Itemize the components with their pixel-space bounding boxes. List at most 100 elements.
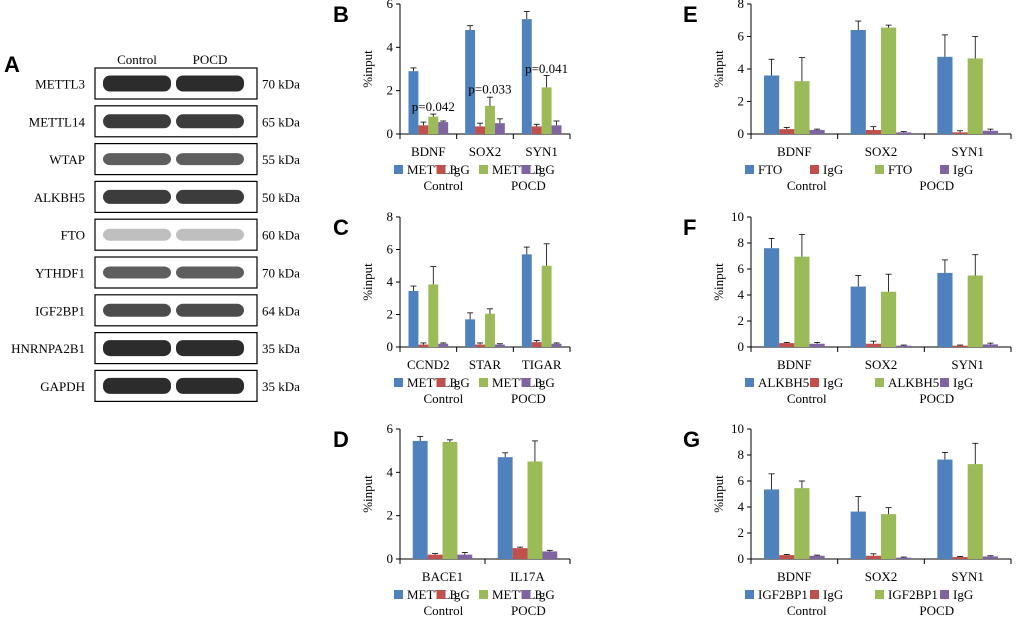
blot-size-label: 35 kDa (262, 341, 300, 356)
legend-swatch (521, 165, 531, 174)
y-tick-label: 6 (738, 29, 745, 44)
legend-swatch (745, 378, 754, 387)
legend-swatch (479, 165, 488, 174)
blot-protein-label: YTHDF1 (35, 266, 85, 281)
blot-band (176, 189, 244, 204)
legend-swatch (479, 378, 488, 387)
y-tick-label: 4 (387, 39, 394, 54)
blot-protein-label: ALKBH5 (34, 190, 85, 205)
y-tick-label: 4 (387, 274, 394, 289)
bar (952, 345, 968, 347)
bar (408, 290, 419, 347)
x-category-label: BDNF (777, 569, 812, 584)
blot-column-label-pocd: POCD (193, 52, 228, 67)
legend-group-label: POCD (919, 178, 954, 193)
x-category-label: SOX2 (865, 569, 898, 584)
y-axis-label: %input (711, 475, 726, 513)
legend-label: IgG (535, 587, 555, 602)
bar (865, 555, 881, 559)
legend-label: IgG (450, 162, 470, 177)
bar (896, 345, 912, 347)
bar (428, 116, 439, 134)
x-category-label: CCND2 (407, 357, 450, 372)
legend-swatch (394, 165, 403, 174)
x-category-label: BACE1 (422, 569, 463, 584)
bar (497, 457, 513, 559)
panel-letter-d: D (333, 427, 349, 452)
x-category-label: TIGAR (522, 357, 562, 372)
y-axis-label: %input (711, 263, 726, 301)
y-tick-label: 8 (738, 0, 745, 11)
blot-protein-label: METTL3 (35, 77, 85, 92)
legend-swatch (394, 378, 403, 387)
p-value-annotation: p=0.042 (412, 99, 455, 114)
legend-group-label: POCD (511, 603, 546, 618)
legend-label: IGF2BP1 (888, 587, 938, 602)
bar (967, 275, 983, 347)
x-category-label: BDNF (777, 357, 812, 372)
bar (521, 19, 532, 135)
x-category-label: STAR (469, 357, 502, 372)
bar (850, 286, 866, 347)
legend-swatch (521, 378, 531, 387)
legend-label: IgG (953, 587, 973, 602)
legend-swatch (745, 165, 754, 174)
blot-band (176, 377, 244, 394)
blot-protein-label: GAPDH (40, 379, 85, 394)
y-axis-label: %input (360, 263, 375, 301)
bar (438, 122, 449, 134)
blot-band (103, 75, 171, 92)
blot-row: METTL14 65 kDa (29, 105, 300, 138)
bar (809, 555, 825, 559)
bar (982, 556, 998, 559)
p-value-annotation: p=0.033 (468, 82, 511, 97)
legend-label: IgG (450, 375, 470, 390)
bar (850, 511, 866, 559)
legend-swatch (436, 590, 446, 599)
chart-panel-f: F %input 0 2 4 6 8 10 BDNF SOX2 SYN1 ALKBH5 IgG ALKBH… (683, 209, 1012, 406)
bar (881, 27, 897, 134)
blot-row: METTL3 70 kDa (35, 67, 300, 100)
bar (809, 343, 825, 347)
x-category-label: SYN1 (525, 144, 558, 159)
panel-letter-g: G (683, 427, 700, 452)
legend-label: IgG (953, 375, 973, 390)
panel-letter-e: E (683, 2, 698, 27)
blot-size-label: 70 kDa (262, 266, 300, 281)
bar (531, 126, 542, 134)
bar (809, 129, 825, 134)
legend-label: IgG (823, 162, 843, 177)
blot-row: IGF2BP1 64 kDa (35, 294, 300, 327)
chart-panel-g: G %input 0 2 4 6 8 10 BDNF SOX2 SYN1 IGF2BP1 IgG IGF2… (683, 421, 1012, 618)
bar (442, 442, 458, 559)
x-category-label: BDNF (411, 144, 446, 159)
blot-protein-label: FTO (61, 228, 85, 243)
y-tick-label: 2 (387, 307, 394, 322)
y-tick-label: 2 (738, 94, 745, 109)
bar (982, 130, 998, 134)
x-category-label: SYN1 (951, 357, 984, 372)
blot-row: WTAP 55 kDa (49, 143, 300, 176)
y-tick-label: 0 (738, 339, 745, 354)
y-tick-label: 6 (387, 0, 394, 11)
bar (485, 105, 495, 134)
x-category-label: SYN1 (951, 144, 984, 159)
y-tick-label: 2 (738, 313, 745, 328)
x-category-label: IL17A (510, 569, 545, 584)
bar (494, 344, 505, 347)
bar (465, 319, 476, 347)
p-value-annotation: p=0.041 (525, 61, 568, 76)
bar (412, 440, 428, 559)
y-tick-label: 0 (387, 551, 394, 566)
bar (542, 551, 558, 559)
y-axis-label: %input (360, 475, 375, 513)
y-tick-label: 6 (387, 421, 394, 436)
y-tick-label: 6 (738, 473, 745, 488)
x-category-label: BDNF (777, 144, 812, 159)
legend-label: FTO (888, 162, 912, 177)
blot-band (103, 266, 171, 279)
